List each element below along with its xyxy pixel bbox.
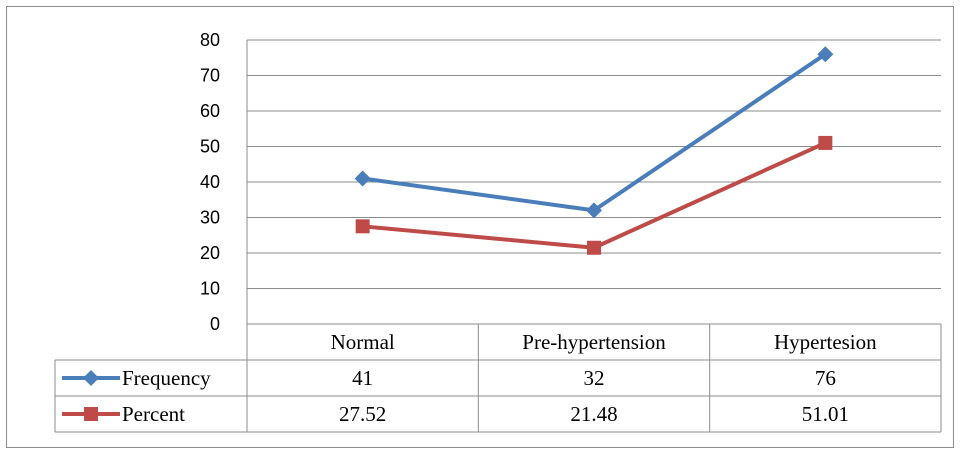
series-line — [362, 52, 827, 213]
data-table-value: 21.48 — [570, 402, 617, 426]
legend-key — [62, 407, 120, 421]
data-table-value: 32 — [584, 366, 605, 390]
legend-label: Frequency — [122, 366, 211, 390]
legend-label: Percent — [122, 402, 185, 426]
x-category-label: Pre-hypertension — [522, 330, 666, 354]
data-point — [818, 135, 833, 150]
data-table-value: 51.01 — [802, 402, 849, 426]
data-table-value: 27.52 — [339, 402, 386, 426]
data-table-value: 76 — [815, 366, 836, 390]
y-tick-label: 10 — [200, 279, 220, 299]
y-tick-label: 20 — [200, 243, 220, 263]
data-point — [587, 240, 601, 255]
data-point — [354, 170, 371, 187]
x-category-label: Normal — [331, 330, 395, 354]
legend-key — [62, 370, 120, 386]
y-tick-label: 40 — [200, 172, 220, 192]
series-frequency — [354, 46, 834, 219]
y-tick-label: 70 — [200, 66, 220, 86]
y-tick-label: 60 — [200, 101, 220, 121]
data-point — [355, 219, 370, 234]
y-tick-label: 0 — [210, 314, 220, 334]
y-tick-label: 30 — [200, 208, 220, 228]
data-table-value: 41 — [352, 366, 373, 390]
chart-frame — [6, 6, 954, 448]
series-line — [362, 141, 827, 250]
y-tick-label: 80 — [200, 30, 220, 50]
data-point — [586, 202, 602, 219]
y-tick-label: 50 — [200, 137, 220, 157]
series-percent — [355, 135, 833, 255]
legend-marker — [83, 370, 99, 386]
x-category-label: Hypertesion — [774, 330, 877, 354]
data-point — [817, 46, 834, 63]
legend-marker — [84, 407, 98, 421]
